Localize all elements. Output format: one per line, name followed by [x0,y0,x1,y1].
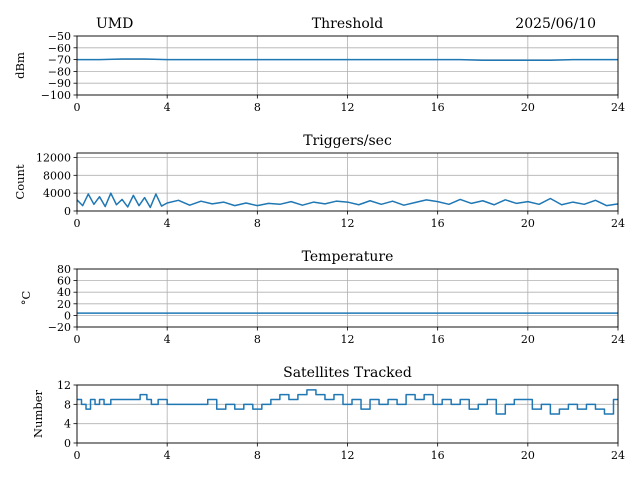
y-tick-label: 0 [64,437,71,450]
x-tick-label: 16 [431,101,445,114]
y-tick-label: 80 [57,263,71,276]
x-tick-label: 8 [254,217,261,230]
x-tick-label: 8 [254,333,261,346]
x-tick-label: 8 [254,449,261,462]
y-tick-label: −20 [48,321,71,334]
y-tick-label: 40 [57,286,71,299]
x-tick-label: 16 [431,217,445,230]
y-axis-label: dBm [13,52,27,79]
x-tick-label: 24 [611,217,625,230]
y-tick-label: −70 [48,54,71,67]
x-tick-label: 24 [611,333,625,346]
x-tick-label: 8 [254,101,261,114]
x-tick-label: 20 [521,449,535,462]
x-tick-label: 16 [431,449,445,462]
y-tick-label: 8 [64,398,71,411]
x-tick-label: 24 [611,101,625,114]
series-line-0 [77,389,618,415]
date-label: 2025/06/10 [515,16,596,32]
y-tick-label: 60 [57,275,71,288]
x-tick-label: 0 [74,101,81,114]
y-tick-label: 0 [64,309,71,322]
x-tick-label: 16 [431,333,445,346]
y-tick-label: 12000 [36,151,71,164]
x-tick-label: 0 [74,333,81,346]
series-line-0 [77,58,618,61]
x-tick-label: 24 [611,449,625,462]
x-tick-label: 20 [521,333,535,346]
y-tick-label: 12 [57,379,71,392]
panel-1: 0 4 8 12 16 20 24 0 4000 8000 12000 Triggers/sec Cou… [13,133,625,230]
panel-title: Satellites Tracked [283,365,412,381]
y-tick-label: −60 [48,42,71,55]
x-tick-label: 0 [74,217,81,230]
x-tick-label: 12 [341,217,355,230]
x-tick-label: 20 [521,101,535,114]
x-tick-label: 4 [164,101,171,114]
y-tick-label: −50 [48,30,71,43]
x-tick-label: 12 [341,333,355,346]
y-tick-label: 8000 [43,169,71,182]
y-tick-label: −100 [41,89,71,102]
panel-title: Temperature [302,249,394,265]
series-line-0 [76,192,619,209]
y-axis-label: Count [13,164,27,200]
station-label: UMD [96,16,133,32]
y-tick-label: 20 [57,298,71,311]
chart-panels: 0 4 8 12 16 20 24 −100−90−80−70−60−50 Threshold d… [13,16,625,462]
x-tick-label: 0 [74,449,81,462]
y-tick-label: 4000 [43,187,71,200]
y-axis-label: Number [31,389,45,438]
panel-3: 0 4 8 12 16 20 24 0 4 8 12 Satellites Tracked Number [31,365,625,462]
y-tick-label: −90 [48,77,71,90]
x-tick-label: 12 [341,101,355,114]
x-tick-label: 4 [164,333,171,346]
panel-0: 0 4 8 12 16 20 24 −100−90−80−70−60−50 Threshold d… [13,16,625,114]
x-tick-label: 20 [521,217,535,230]
y-tick-label: 4 [64,418,71,431]
y-axis-label: °C [19,291,33,306]
x-tick-label: 4 [164,449,171,462]
panel-title: Threshold [312,16,383,32]
x-tick-label: 12 [341,449,355,462]
y-tick-label: 0 [64,205,71,218]
x-tick-label: 4 [164,217,171,230]
y-tick-label: −80 [48,65,71,78]
panel-title: Triggers/sec [303,133,392,149]
